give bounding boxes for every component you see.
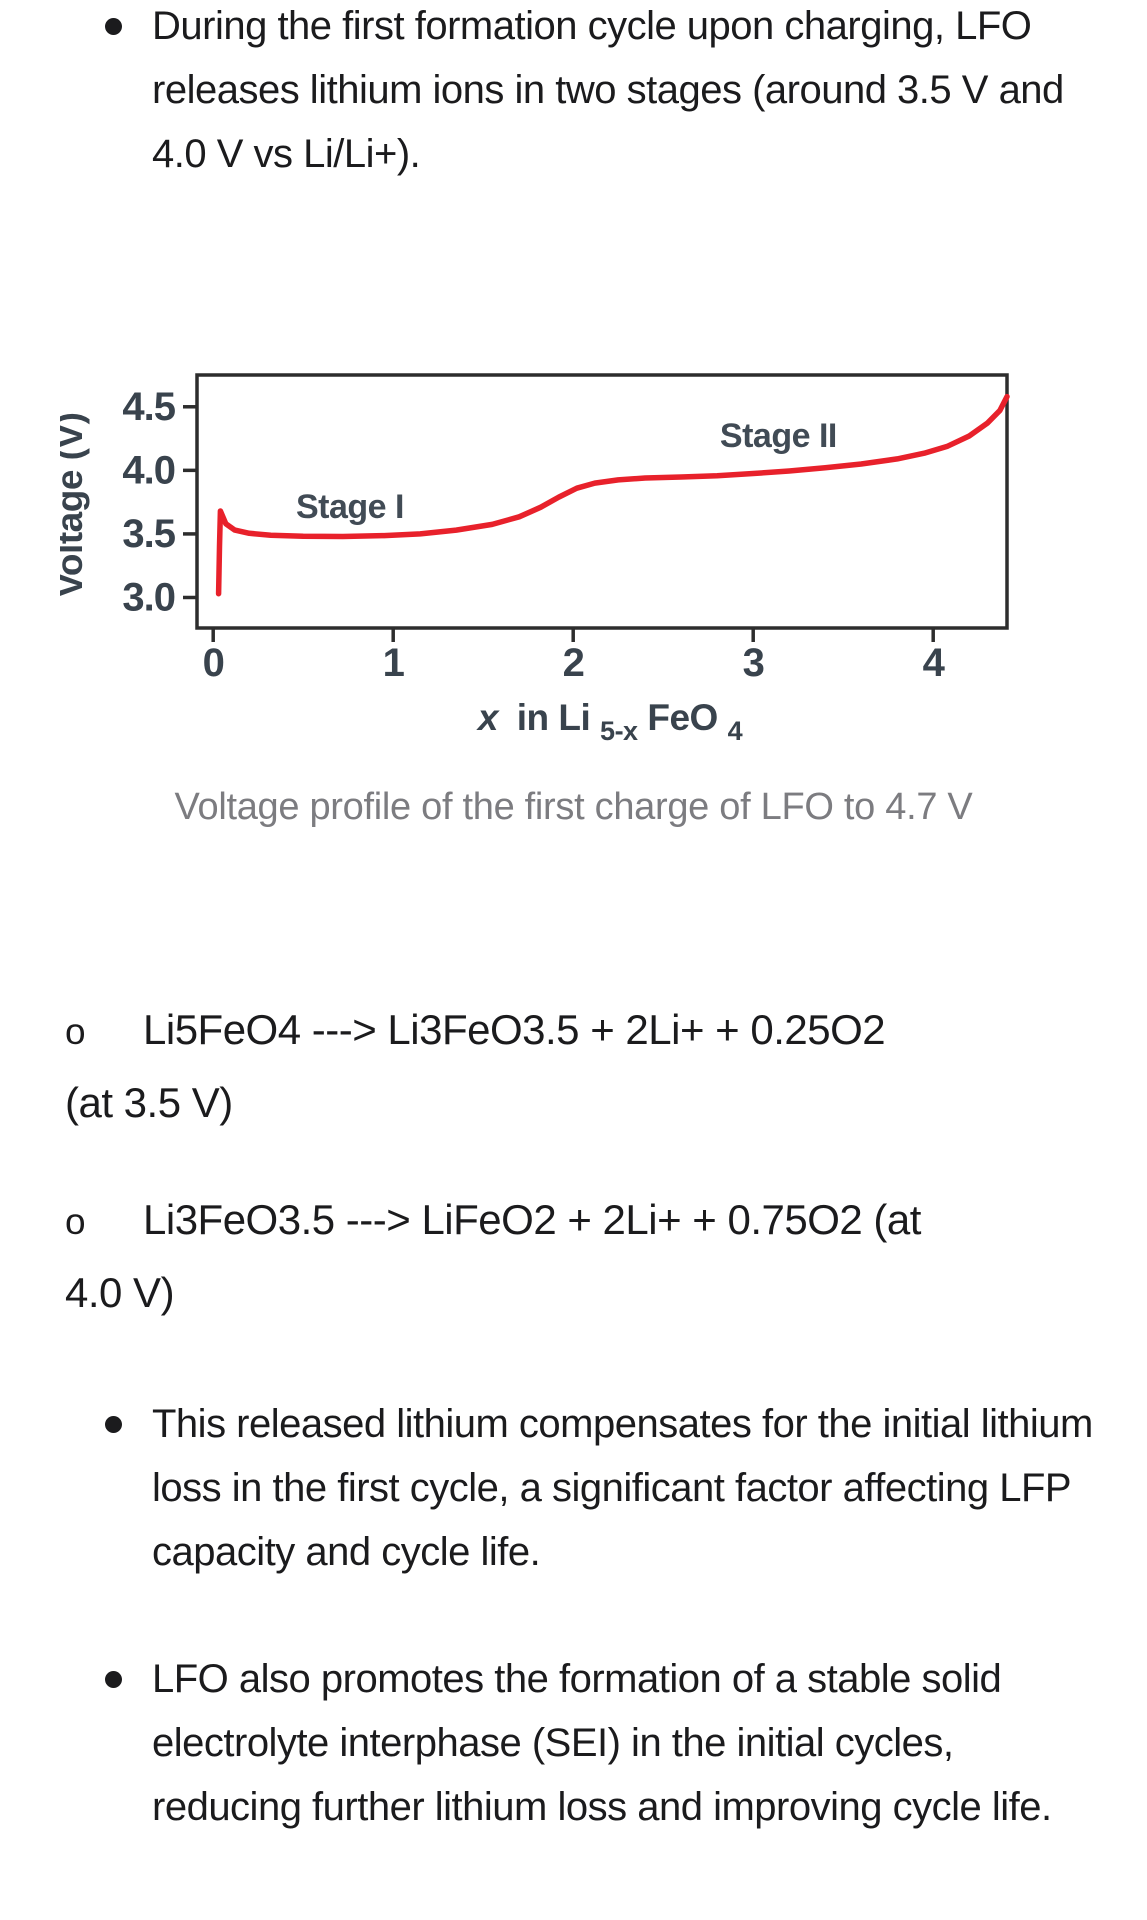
- bullet-text-formation-cycle: During the first formation cycle upon ch…: [152, 4, 1064, 176]
- stage-label: Stage I: [296, 488, 404, 526]
- equation-text: Li3FeO3.5 ---> LiFeO2 + 2Li+ + 0.75O2 (a…: [143, 1196, 921, 1243]
- x-tick-label: 0: [203, 641, 224, 685]
- bullet-dot-icon: [105, 1671, 122, 1688]
- bullet-dot-icon: [105, 1416, 122, 1433]
- voltage-profile-figure: 0 1 2 3 4 3.0 3.5 4.0 4.5 Stage I Stage II Volta…: [49, 330, 1040, 760]
- x-axis-title-subscript-2: 4: [728, 716, 743, 746]
- x-ticks: 0 1 2 3 4: [203, 628, 947, 685]
- equation-stage-1: o Li5FeO4 ---> Li3FeO3.5 + 2Li+ + 0.25O2 …: [65, 994, 1095, 1138]
- y-tick-label: 4.0: [122, 448, 175, 492]
- stage-annotations: Stage I Stage II: [296, 417, 837, 526]
- x-axis-title: x in Li 5-x FeO 4: [476, 697, 743, 748]
- equation-line: o Li5FeO4 ---> Li3FeO3.5 + 2Li+ + 0.25O2: [65, 994, 1095, 1067]
- equation-marker: o: [65, 1201, 86, 1242]
- equation-line: o Li3FeO3.5 ---> LiFeO2 + 2Li+ + 0.75O2 (…: [65, 1184, 1095, 1257]
- x-tick-label: 3: [743, 641, 764, 685]
- figure-caption: Voltage profile of the first charge of L…: [174, 786, 973, 828]
- equation-continuation: 4.0 V): [65, 1269, 175, 1316]
- x-tick-label: 1: [383, 641, 405, 685]
- equation-marker: o: [65, 1011, 86, 1052]
- x-tick-label: 2: [563, 641, 584, 685]
- bullet-dot-icon: [105, 18, 122, 35]
- bullet-text-sei-formation: LFO also promotes the formation of a sta…: [152, 1657, 1052, 1829]
- y-tick-label: 3.5: [122, 512, 175, 556]
- equation-stage-2: o Li3FeO3.5 ---> LiFeO2 + 2Li+ + 0.75O2 (…: [65, 1184, 1095, 1328]
- voltage-chart: 0 1 2 3 4 3.0 3.5 4.0 4.5 Stage I Stage II Volta…: [49, 373, 1010, 748]
- x-axis-title-text: in Li: [517, 697, 591, 738]
- plot-border: [195, 373, 1009, 630]
- stage-label: Stage II: [720, 417, 837, 455]
- x-axis-title-variable: x: [476, 697, 500, 738]
- bullet-item-sei-formation: LFO also promotes the formation of a sta…: [105, 1647, 1105, 1839]
- x-tick-label: 4: [923, 641, 946, 685]
- equation-continuation: (at 3.5 V): [65, 1079, 233, 1126]
- bullet-item-lithium-compensation: This released lithium compensates for th…: [105, 1392, 1105, 1584]
- x-axis-title-formula: FeO: [647, 697, 717, 738]
- y-ticks: 3.0 3.5 4.0 4.5: [122, 385, 197, 619]
- y-axis-title: Voltage (V): [60, 413, 90, 598]
- bullet-item-formation-cycle: During the first formation cycle upon ch…: [105, 0, 1095, 186]
- voltage-curve: [215, 393, 1010, 597]
- x-axis-title-subscript: 5-x: [600, 716, 638, 746]
- equation-text: Li5FeO4 ---> Li3FeO3.5 + 2Li+ + 0.25O2: [143, 1006, 886, 1053]
- y-tick-label: 3.0: [122, 575, 175, 619]
- y-tick-label: 4.5: [122, 385, 175, 429]
- bullet-text-lithium-compensation: This released lithium compensates for th…: [152, 1402, 1093, 1574]
